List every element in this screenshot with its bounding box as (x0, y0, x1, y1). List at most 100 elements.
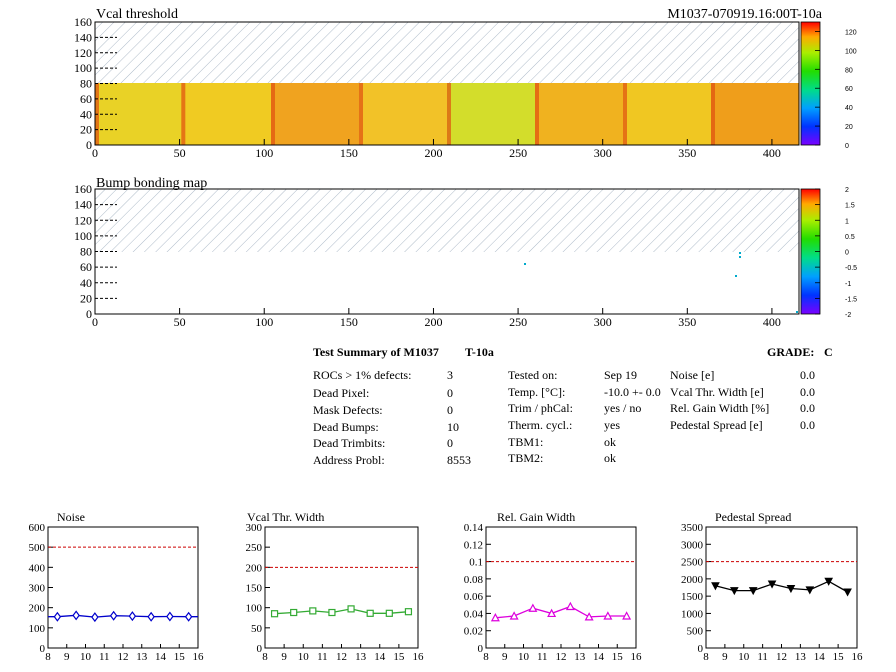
x-tick-label: 300 (594, 315, 612, 329)
chart-title: Noise (57, 510, 85, 524)
colorbar-tick-label: -1.5 (845, 296, 857, 303)
y-tick-label: 0.02 (464, 626, 483, 638)
y-tick-label: 100 (246, 603, 263, 615)
x-tick-label: 350 (678, 315, 696, 329)
roc-strip (711, 83, 799, 145)
x-tick-label: 9 (281, 651, 287, 663)
y-tick-label: 120 (74, 213, 92, 227)
y-tick-label: 2500 (681, 557, 704, 569)
vcal-colorbar: 0 20 40 60 80 100 120 (800, 21, 857, 150)
y-tick-label: 160 (74, 15, 92, 29)
vcal-map-title: Vcal threshold (96, 7, 178, 22)
bump-map-x-axis: 0 50 100 150 200 250 300 350 400 (92, 308, 781, 329)
data-point (729, 587, 739, 596)
x-tick-label: 13 (355, 651, 367, 663)
x-tick-label: 150 (340, 315, 358, 329)
data-point (490, 612, 500, 622)
vcal-map-roc-strips (95, 83, 799, 145)
bump-defect-1 (524, 263, 526, 265)
data-point (509, 611, 519, 620)
trend-chart: Rel. Gain Width 0 0.02 0.04 0.06 0.08 0.1 0.12 0… (464, 510, 642, 663)
y-tick-label: 0 (698, 643, 704, 655)
y-tick-label: 0 (478, 643, 484, 655)
series-line (715, 580, 848, 593)
colorbar-tick-label: 40 (845, 105, 853, 112)
data-point (748, 587, 758, 596)
y-tick-label: 250 (246, 542, 263, 554)
x-tick-label: 10 (298, 651, 310, 663)
vcal-colorbar-frame (800, 21, 821, 146)
vcal-map-hatch (95, 22, 799, 83)
data-point (824, 577, 834, 586)
data-point (711, 582, 720, 591)
y-tick-label: 150 (246, 583, 263, 595)
y-tick-label: 2000 (681, 574, 704, 586)
trend-chart: Pedestal Spread 0 500 1000 1500 2000 2500 3000 3… (681, 510, 863, 663)
colorbar-tick-label: 100 (845, 48, 857, 55)
colorbar-tick-label: 80 (845, 67, 853, 74)
roc-strip (535, 83, 623, 145)
x-tick-label: 100 (255, 146, 273, 160)
bump-defect-2 (739, 252, 741, 254)
x-tick-label: 250 (509, 315, 527, 329)
vcal-map-x-axis: 0 50 100 150 200 250 300 350 400 (92, 139, 781, 160)
data-point (584, 612, 594, 621)
x-tick-label: 400 (763, 146, 781, 160)
chart-frame (485, 526, 637, 649)
data-point (404, 608, 413, 616)
x-tick-label: 300 (594, 146, 612, 160)
bump-defect-4 (735, 275, 737, 277)
trend-chart: Noise 0 100 200 300 400 500 600 8 9 10 11 12 13 14 15 16 (29, 510, 205, 663)
x-tick-label: 10 (738, 651, 750, 663)
y-tick-label: 20 (80, 123, 92, 137)
chart-frame (47, 526, 199, 649)
bump-map-title: Bump bonding map (96, 176, 207, 191)
x-tick-label: 8 (703, 651, 709, 663)
data-point (603, 611, 613, 620)
roc-strip (623, 83, 711, 145)
colorbar-tick-label: 20 (845, 124, 853, 131)
y-tick-label: 0.08 (464, 574, 484, 586)
x-tick-label: 14 (155, 651, 167, 663)
y-tick-label: 100 (74, 61, 92, 75)
colorbar-tick-label: 0.5 (845, 234, 855, 241)
x-tick-label: 200 (424, 315, 442, 329)
y-tick-label: 140 (74, 30, 92, 44)
vcal-colorbar-gradient (801, 22, 820, 145)
y-tick-label: 40 (80, 107, 92, 121)
y-tick-label: 100 (74, 229, 92, 243)
x-tick-label: 15 (612, 651, 624, 663)
roc-edge (359, 83, 363, 145)
roc-edge (181, 83, 186, 145)
y-tick-label: 140 (74, 198, 92, 212)
y-tick-label: 60 (80, 260, 92, 274)
x-tick-label: 250 (509, 146, 527, 160)
x-tick-label: 9 (722, 651, 728, 663)
colorbar-tick-label: 120 (845, 29, 857, 36)
chart-frame (264, 526, 419, 649)
x-tick-label: 13 (136, 651, 148, 663)
roc-edge (447, 83, 451, 145)
x-tick-label: 8 (483, 651, 489, 663)
x-tick-label: 16 (413, 651, 425, 663)
data-point (309, 607, 317, 615)
y-tick-label: 160 (74, 182, 92, 196)
trend-chart: Vcal Thr. Width 0 50 100 150 200 250 300 8 9 10 11 1… (246, 510, 425, 663)
roc-edge (711, 83, 715, 145)
colorbar-tick-label: -0.5 (845, 265, 857, 272)
data-point (270, 610, 279, 618)
data-point (565, 601, 575, 611)
y-tick-label: 1000 (681, 608, 704, 620)
chart-title: Vcal Thr. Width (247, 510, 324, 524)
chart-title: Rel. Gain Width (497, 510, 575, 524)
y-tick-label: 0.1 (469, 557, 483, 569)
x-tick-label: 200 (424, 146, 442, 160)
y-tick-label: 60 (80, 92, 92, 106)
x-tick-label: 15 (833, 651, 845, 663)
y-tick-label: 400 (29, 562, 46, 574)
y-tick-label: 50 (251, 623, 263, 635)
